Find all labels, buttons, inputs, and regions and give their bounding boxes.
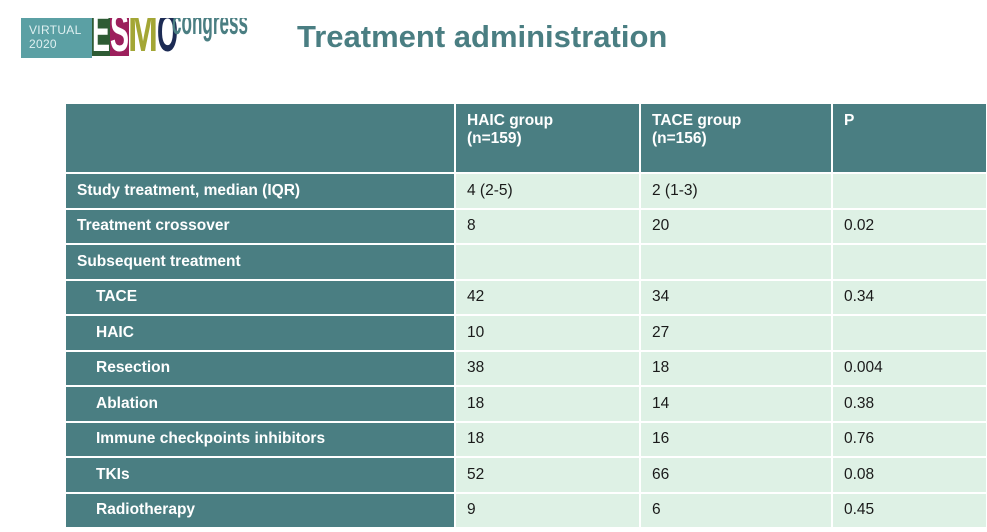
svg-text:S: S <box>110 18 129 63</box>
svg-text:E: E <box>92 18 110 63</box>
svg-text:congress: congress <box>172 18 248 42</box>
svg-text:M: M <box>128 18 158 63</box>
